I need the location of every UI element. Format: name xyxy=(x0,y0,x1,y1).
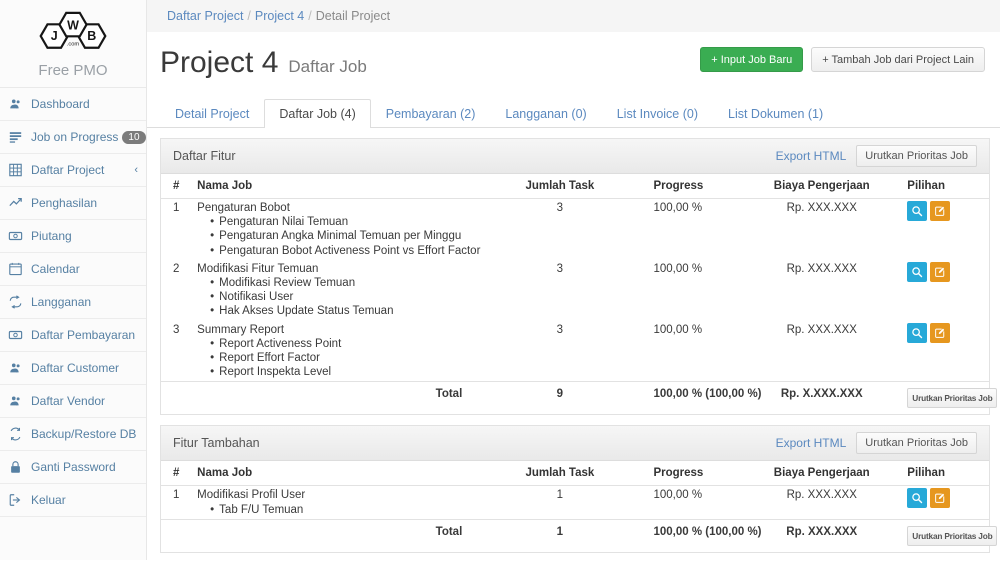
svg-text:J: J xyxy=(51,29,58,43)
svg-text:.com: .com xyxy=(67,41,80,47)
svg-text:W: W xyxy=(67,18,79,32)
svg-text:B: B xyxy=(87,29,96,43)
